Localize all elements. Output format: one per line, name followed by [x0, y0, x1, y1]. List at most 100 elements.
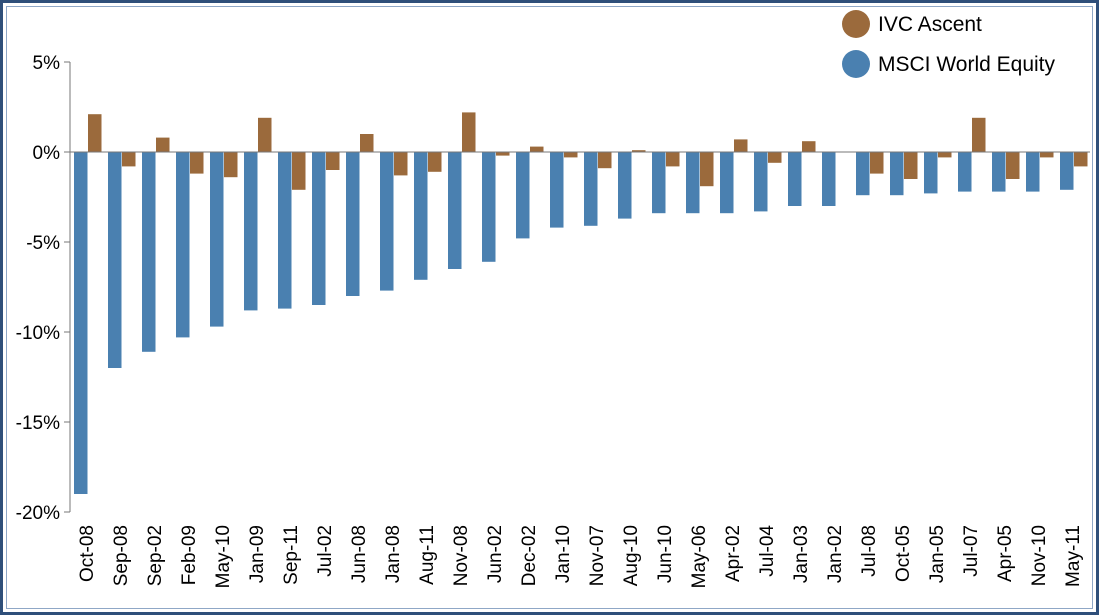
- bar-msci-world-equity: [312, 152, 326, 305]
- bar-msci-world-equity: [142, 152, 156, 352]
- y-tick-label: -5%: [26, 233, 60, 254]
- bar-msci-world-equity: [482, 152, 496, 262]
- bar-ivc-ascent: [428, 152, 442, 172]
- x-tick-label: Apr-02: [723, 525, 744, 582]
- bar-ivc-ascent: [1040, 152, 1054, 158]
- bar-ivc-ascent: [768, 152, 782, 163]
- legend-marker-msci-world-equity: [842, 50, 870, 78]
- bar-msci-world-equity: [380, 152, 394, 291]
- bar-msci-world-equity: [652, 152, 666, 214]
- bar-ivc-ascent: [190, 152, 204, 174]
- bar-ivc-ascent: [394, 152, 408, 176]
- bar-msci-world-equity: [1060, 152, 1074, 190]
- bar-ivc-ascent: [870, 152, 884, 174]
- bar-msci-world-equity: [822, 152, 836, 206]
- x-tick-label: Jan-10: [553, 525, 574, 583]
- x-tick-label: Feb-09: [179, 525, 200, 585]
- y-tick-label: -15%: [16, 413, 60, 434]
- bar-ivc-ascent: [1006, 152, 1020, 179]
- bar-msci-world-equity: [108, 152, 122, 368]
- x-tick-label: Jan-08: [383, 525, 404, 583]
- bar-msci-world-equity: [244, 152, 258, 311]
- x-tick-label: Dec-02: [519, 525, 540, 586]
- x-tick-label: Nov-10: [1029, 525, 1050, 586]
- bar-msci-world-equity: [924, 152, 938, 194]
- bar-msci-world-equity: [74, 152, 88, 494]
- x-tick-label: Jun-08: [349, 525, 370, 583]
- x-tick-label: Sep-11: [281, 525, 302, 585]
- bar-msci-world-equity: [210, 152, 224, 327]
- bar-ivc-ascent: [292, 152, 306, 190]
- bar-ivc-ascent: [972, 117, 986, 152]
- bar-ivc-ascent: [904, 152, 918, 179]
- legend-marker-ivc-ascent: [842, 10, 870, 38]
- legend: IVC Ascent MSCI World Equity: [842, 10, 1055, 78]
- bar-msci-world-equity: [346, 152, 360, 296]
- bar-ivc-ascent: [156, 137, 170, 152]
- bar-ivc-ascent: [938, 152, 952, 158]
- x-tick-label: Aug-10: [621, 525, 642, 586]
- x-tick-label: Nov-08: [451, 525, 472, 586]
- bar-msci-world-equity: [720, 152, 734, 214]
- bar-msci-world-equity: [1026, 152, 1040, 192]
- x-tick-label: Jul-04: [757, 525, 778, 577]
- y-tick-label: -10%: [16, 323, 60, 344]
- bar-msci-world-equity: [278, 152, 292, 309]
- x-tick-label: Jun-10: [655, 525, 676, 583]
- x-tick-label: May-11: [1063, 525, 1084, 587]
- x-tick-label: Nov-07: [587, 525, 608, 586]
- bar-msci-world-equity: [414, 152, 428, 280]
- bar-ivc-ascent: [326, 152, 340, 170]
- legend-label-ivc-ascent: IVC Ascent: [878, 13, 982, 36]
- bar-msci-world-equity: [618, 152, 632, 219]
- x-tick-label: Jul-07: [961, 525, 982, 577]
- bar-msci-world-equity: [992, 152, 1006, 192]
- bar-msci-world-equity: [856, 152, 870, 196]
- bar-msci-world-equity: [448, 152, 462, 269]
- bar-ivc-ascent: [700, 152, 714, 187]
- x-tick-label: Apr-05: [995, 525, 1016, 582]
- x-tick-label: May-06: [689, 525, 710, 588]
- bar-ivc-ascent: [666, 152, 680, 167]
- bar-msci-world-equity: [958, 152, 972, 192]
- bar-ivc-ascent: [360, 134, 374, 152]
- bar-msci-world-equity: [890, 152, 904, 196]
- bar-msci-world-equity: [516, 152, 530, 239]
- bar-msci-world-equity: [584, 152, 598, 226]
- x-tick-label: Jun-02: [485, 525, 506, 583]
- bar-msci-world-equity: [550, 152, 564, 228]
- x-tick-label: Jan-09: [247, 525, 268, 583]
- chart-frame-inner: [6, 6, 1093, 609]
- bar-ivc-ascent: [122, 152, 136, 167]
- x-tick-label: Oct-05: [893, 525, 914, 582]
- y-tick-label: 0%: [33, 143, 61, 164]
- x-tick-label: Jan-03: [791, 525, 812, 583]
- bar-ivc-ascent: [496, 152, 510, 156]
- bar-ivc-ascent: [598, 152, 612, 169]
- x-tick-label: Jan-05: [927, 525, 948, 583]
- bar-ivc-ascent: [802, 141, 816, 152]
- bar-ivc-ascent: [734, 139, 748, 152]
- bar-msci-world-equity: [754, 152, 768, 212]
- y-tick-label: 5%: [33, 53, 61, 74]
- bar-ivc-ascent: [530, 146, 544, 152]
- bar-msci-world-equity: [788, 152, 802, 206]
- bar-ivc-ascent: [632, 150, 646, 152]
- x-tick-label: Sep-08: [111, 525, 132, 586]
- bar-ivc-ascent: [88, 114, 102, 152]
- bar-msci-world-equity: [686, 152, 700, 214]
- legend-label-msci-world-equity: MSCI World Equity: [878, 53, 1055, 76]
- x-tick-label: May-10: [213, 525, 234, 588]
- bar-ivc-ascent: [564, 152, 578, 158]
- x-tick-label: Oct-08: [77, 525, 98, 582]
- bar-ivc-ascent: [462, 112, 476, 152]
- x-tick-label: Jul-08: [859, 525, 880, 577]
- y-tick-label: -20%: [16, 503, 60, 524]
- x-tick-label: Aug-11: [417, 525, 438, 585]
- bar-ivc-ascent: [1074, 152, 1088, 167]
- bar-ivc-ascent: [258, 117, 272, 152]
- x-tick-label: Jul-02: [315, 525, 336, 577]
- x-tick-label: Sep-02: [145, 525, 166, 586]
- bar-ivc-ascent: [224, 152, 238, 178]
